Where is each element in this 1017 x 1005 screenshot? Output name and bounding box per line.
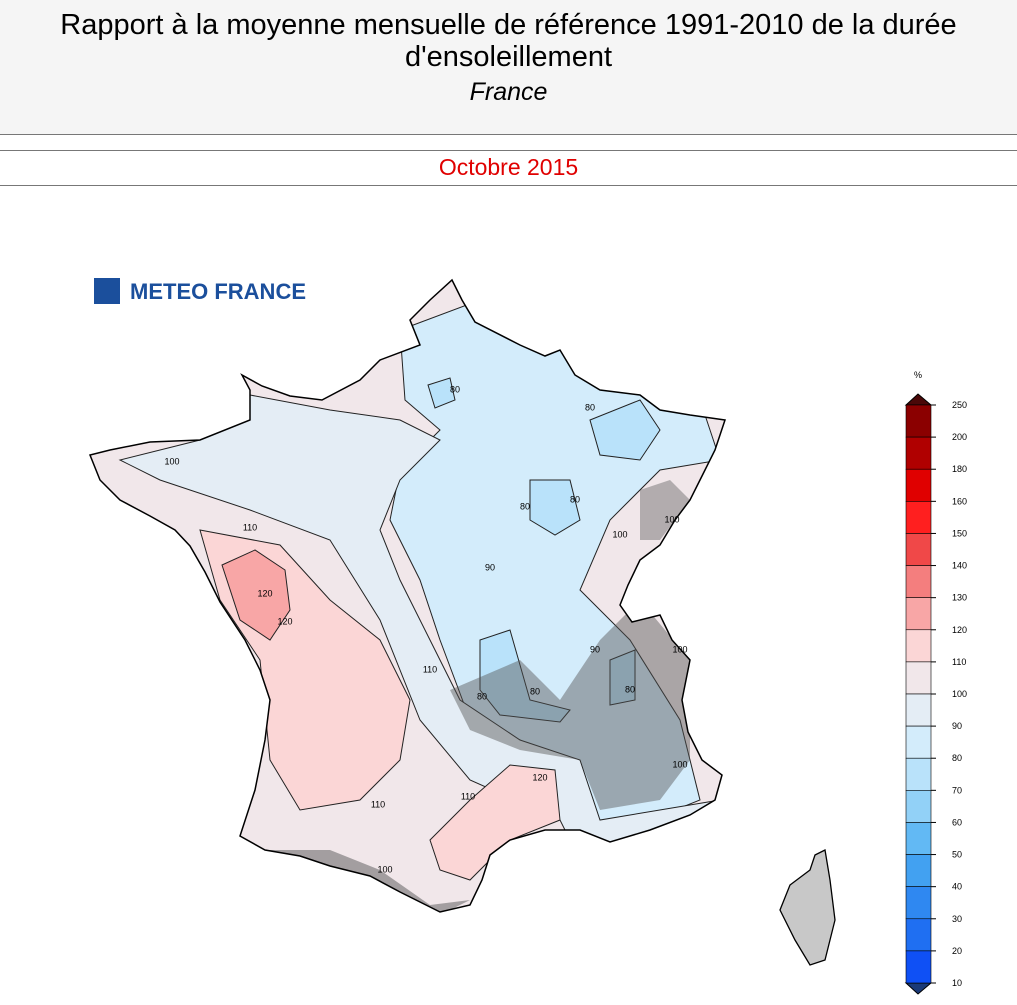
legend-swatch [905, 404, 932, 438]
legend-tick-label: 130 [952, 593, 967, 603]
contour-label: 120 [257, 588, 272, 598]
relief-vosges [640, 480, 690, 540]
zone-80-alps2 [609, 649, 636, 706]
period: Octobre 2015 [0, 150, 1017, 186]
legend-swatch [905, 565, 932, 598]
header: Rapport à la moyenne mensuelle de référe… [0, 0, 1017, 135]
legend-tick-label: 180 [952, 464, 967, 474]
zone-80-c [529, 479, 581, 536]
contour-label: 110 [423, 664, 437, 674]
legend-tick-label: 80 [952, 753, 962, 763]
relief-alps [450, 600, 690, 810]
zone-80-ne [589, 399, 661, 461]
legend-swatch [905, 436, 932, 470]
zone-120 [221, 549, 291, 641]
legend-tick-label: 100 [952, 689, 967, 699]
legend-tick-label: 70 [952, 785, 962, 795]
contour-label: 80 [530, 686, 540, 696]
legend-swatch [905, 790, 932, 823]
legend-over [904, 393, 933, 406]
legend-tick-label: 200 [952, 432, 967, 442]
legend-swatch [905, 950, 932, 984]
zone-80-n [427, 377, 456, 409]
legend-tick-label: 150 [952, 528, 967, 538]
legend-swatch [905, 533, 932, 566]
contour-label: 80 [520, 501, 530, 511]
contour-label: 90 [590, 644, 600, 654]
contour-label: 80 [570, 494, 580, 504]
contour-label: 100 [612, 529, 627, 539]
legend-swatch [905, 597, 932, 631]
contour-label: 80 [625, 684, 635, 694]
title: Rapport à la moyenne mensuelle de référe… [60, 9, 957, 73]
legend-swatch [905, 693, 932, 727]
contour-label: 100 [672, 759, 687, 769]
zone-80-alps [479, 629, 571, 723]
legend-swatch [905, 918, 932, 952]
legend-tick-label: 50 [952, 850, 962, 860]
legend-tick-label: 30 [952, 914, 962, 924]
legend-tick-label: 90 [952, 721, 962, 731]
legend-under [904, 982, 933, 995]
contour-label: 110 [243, 522, 257, 532]
contour-label: 100 [164, 456, 179, 466]
contour-label: 100 [672, 644, 687, 654]
contour-label: 120 [277, 616, 292, 626]
logo-text: METEO FRANCE [130, 279, 306, 304]
contour-label: 110 [371, 799, 385, 809]
legend-tick-label: 60 [952, 817, 962, 827]
corsica [779, 849, 836, 966]
legend-tick-label: 250 [952, 400, 967, 410]
legend-swatch [905, 822, 932, 855]
contour-label: 80 [585, 402, 595, 412]
legend-swatch [905, 468, 932, 502]
logo-icon [94, 278, 120, 304]
legend-swatch [905, 725, 932, 759]
legend-tick-label: 120 [952, 625, 967, 635]
legend-tick-label: 20 [952, 946, 962, 956]
contour-label: 90 [485, 562, 495, 572]
contour-label: 80 [477, 691, 487, 701]
contour-label: 100 [377, 864, 392, 874]
contour-label: 100 [664, 514, 679, 524]
legend-swatch [905, 629, 932, 663]
legend-tick-label: 160 [952, 496, 967, 506]
legend-tick-label: 140 [952, 561, 967, 571]
zone-110-south [429, 764, 561, 881]
map-fill [90, 280, 725, 912]
contour-label: 80 [450, 384, 460, 394]
legend-swatch [905, 661, 932, 695]
legend-tick-label: 40 [952, 882, 962, 892]
legend-swatch [905, 501, 932, 534]
legend-tick-label: 110 [952, 657, 966, 667]
legend-swatch [905, 886, 932, 920]
region: France [469, 78, 548, 106]
contour-label: 110 [461, 791, 475, 801]
contour-label: 120 [532, 772, 547, 782]
legend-swatch [905, 854, 932, 887]
legend-unit: % [914, 370, 922, 380]
legend-swatch [905, 757, 932, 791]
legend-tick-label: 10 [952, 978, 962, 988]
